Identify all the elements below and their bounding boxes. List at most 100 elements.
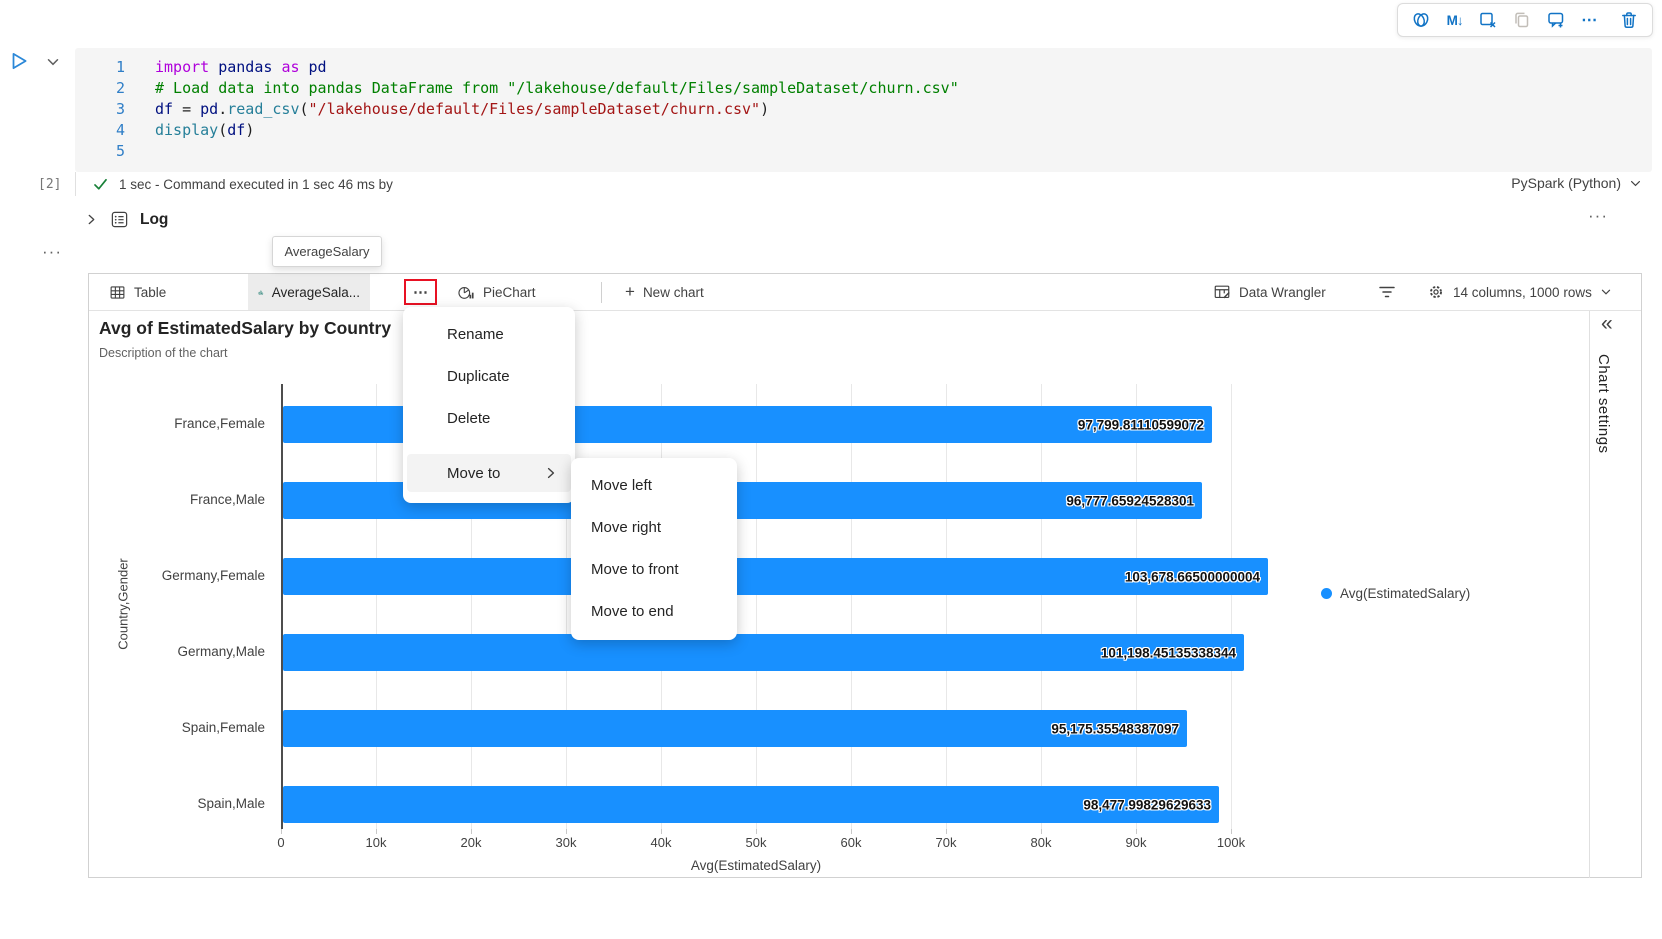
x-tick-label: 30k — [555, 835, 577, 850]
columns-rows-dropdown[interactable]: 14 columns, 1000 rows — [1427, 274, 1612, 310]
tab-table-label: Table — [134, 284, 167, 300]
axis-tick — [471, 829, 472, 834]
new-chart-button[interactable]: + New chart — [615, 274, 714, 310]
expand-settings-icon[interactable]: « — [1601, 312, 1613, 335]
chart-tab-more-button[interactable]: ⋯ — [404, 279, 437, 305]
clear-outputs-icon[interactable] — [1476, 8, 1500, 32]
axis-tick — [376, 829, 377, 834]
cell-collapse-chevron-icon[interactable] — [44, 53, 62, 71]
x-tick-label: 40k — [650, 835, 672, 850]
code-line: 1 import pandas as pd — [75, 57, 1652, 78]
menu-item-duplicate[interactable]: Duplicate — [447, 368, 510, 385]
x-tick-label: 90k — [1125, 835, 1147, 850]
code-editor[interactable]: 1 import pandas as pd 2 # Load data into pa… — [75, 48, 1652, 172]
execution-status-text: 1 sec - Command executed in 1 sec 46 ms … — [119, 177, 393, 192]
axis-tick — [1136, 829, 1137, 834]
bar-value-label: 97,799.81110599072 — [1077, 417, 1204, 432]
filter-icon[interactable] — [1377, 282, 1399, 304]
log-icon — [111, 211, 128, 228]
language-selector[interactable]: PySpark (Python) — [1511, 175, 1642, 191]
gridline — [946, 384, 947, 829]
chart-legend: Avg(EstimatedSalary) — [1321, 586, 1470, 601]
add-comment-icon[interactable] — [1544, 8, 1568, 32]
y-axis-line — [281, 384, 283, 829]
bar-value-label: 98,477.99829629633 — [1083, 797, 1211, 812]
line-number: 3 — [115, 100, 125, 118]
copilot-icon[interactable] — [1409, 8, 1433, 32]
chart-title: Avg of EstimatedSalary by Country — [99, 318, 392, 338]
context-menu: Rename Duplicate Delete Move to — [403, 307, 575, 503]
gridline — [1136, 384, 1137, 829]
tab-piechart[interactable]: PieChart — [447, 274, 546, 310]
log-expand-chevron-icon[interactable] — [84, 212, 99, 227]
submenu-item-move-right[interactable]: Move right — [591, 519, 662, 536]
output-panel: Table AverageSala... ⋯ PieChart — [88, 273, 1642, 878]
submenu-item-move-left[interactable]: Move left — [591, 477, 652, 494]
gridline — [851, 384, 852, 829]
bar: 98,477.99829629633 — [283, 786, 1219, 823]
bar-value-label: 95,175.35548387097 — [1051, 721, 1179, 736]
code-line: 5 — [75, 141, 1652, 162]
columns-rows-label: 14 columns, 1000 rows — [1453, 284, 1592, 300]
code-line: 2 # Load data into pandas DataFrame from … — [75, 78, 1652, 99]
code-line: 4 display(df) — [75, 120, 1652, 141]
x-axis-title: Avg(EstimatedSalary) — [690, 858, 822, 873]
axis-tick — [281, 829, 282, 834]
menu-item-rename[interactable]: Rename — [447, 326, 504, 343]
log-row: Log — [84, 210, 168, 229]
play-icon — [12, 52, 27, 70]
execution-count: [2] — [38, 177, 62, 192]
tab-divider — [601, 282, 602, 303]
log-label[interactable]: Log — [140, 210, 169, 228]
gridline — [566, 384, 567, 829]
bar-value-label: 101,198.45135338344 — [1100, 645, 1236, 660]
bar-chart: 0 10k 20k 30k 40k 50k 60k 70k 80k 90k 100k 97,799.8… — [89, 274, 1589, 879]
x-tick-label: 60k — [840, 835, 862, 850]
data-wrangler-button[interactable]: Data Wrangler — [1213, 274, 1326, 310]
menu-item-move-to[interactable]: Move to — [407, 454, 571, 492]
y-category-label: France,Male — [189, 492, 265, 507]
x-tick-label: 50k — [745, 835, 767, 850]
tab-table[interactable]: Table — [99, 274, 176, 310]
legend-marker — [1321, 588, 1332, 599]
cell-more-dots[interactable]: ··· — [42, 242, 62, 261]
x-tick-label: 20k — [460, 835, 482, 850]
axis-tick — [1041, 829, 1042, 834]
line-number: 4 — [115, 121, 125, 139]
data-wrangler-icon — [1214, 285, 1230, 299]
y-category-label: Germany,Male — [177, 644, 265, 659]
output-tab-bar: Table AverageSala... ⋯ PieChart — [89, 274, 1641, 311]
submenu-item-move-to-front[interactable]: Move to front — [591, 561, 679, 578]
bar-value-label: 103,678.66500000004 — [1124, 569, 1260, 584]
x-tick-label: 80k — [1030, 835, 1052, 850]
delete-cell-icon[interactable] — [1617, 8, 1641, 32]
code-line: 3 df = pd.read_csv("/lakehouse/default/Fi… — [75, 99, 1652, 120]
menu-item-delete[interactable]: Delete — [447, 410, 491, 427]
menu-separator — [403, 440, 575, 450]
more-actions-icon[interactable]: ⋯ — [1581, 12, 1598, 29]
gridline — [756, 384, 757, 829]
tab-averagesalary[interactable]: AverageSala... — [248, 274, 370, 310]
gear-icon — [1430, 286, 1442, 298]
gutter-divider — [75, 172, 76, 196]
chevron-down-icon — [1601, 289, 1610, 295]
y-category-label: France,Female — [174, 416, 265, 431]
chevron-down-icon — [1631, 180, 1640, 186]
line-number: 1 — [115, 58, 125, 76]
output-more-dots[interactable]: ··· — [1588, 206, 1608, 225]
axis-tick — [946, 829, 947, 834]
context-menu-items: Rename Duplicate Delete — [403, 314, 575, 440]
convert-to-markdown-icon[interactable]: M↓ — [1446, 12, 1464, 28]
plus-icon: + — [625, 282, 635, 301]
axis-tick — [851, 829, 852, 834]
line-number: 2 — [115, 79, 125, 97]
run-cell-button[interactable] — [8, 50, 30, 72]
chart-settings-label[interactable]: Chart settings — [1595, 354, 1612, 454]
move-to-submenu: Move left Move right Move to front Move to … — [571, 458, 737, 640]
bar-value-label: 96,777.65924528301 — [1066, 493, 1194, 508]
submenu-item-move-to-end[interactable]: Move to end — [591, 603, 674, 620]
gridline — [1231, 384, 1232, 829]
bar: 103,678.66500000004 — [283, 558, 1268, 595]
x-tick-label: 70k — [935, 835, 957, 850]
